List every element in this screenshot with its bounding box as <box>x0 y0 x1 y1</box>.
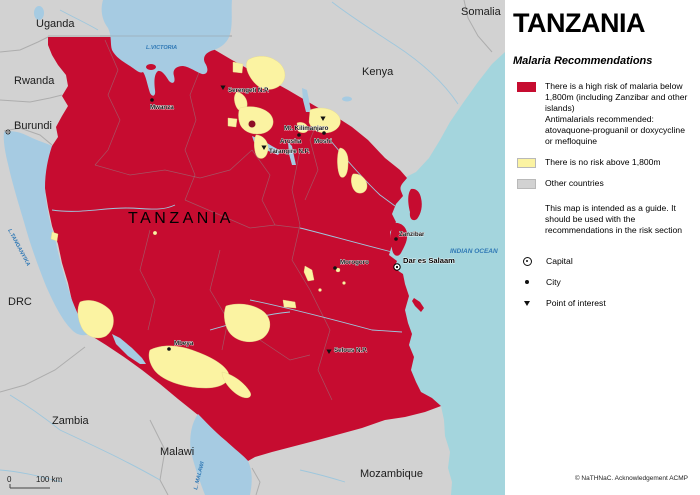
panel-subtitle: Malaria Recommendations <box>513 55 653 67</box>
no-risk-areas <box>50 56 368 399</box>
legend: There is a high risk of malaria below 1,… <box>513 81 690 236</box>
capital-icon <box>517 256 537 266</box>
city-key-label: City <box>546 277 561 287</box>
kilimanjaro-label: Mt. Kilimanjaro <box>284 125 329 132</box>
map-canvas: L.VICTORIA INDIAN OCEAN L.TANGANYIKA L. … <box>0 0 505 495</box>
lake-natron <box>302 88 311 112</box>
lake-victoria <box>101 0 232 96</box>
map-markers <box>5 85 401 354</box>
ngorongoro-crater <box>248 120 256 128</box>
dar-capital-icon <box>393 263 401 271</box>
somalia-label: Somalia <box>461 6 502 18</box>
capital-key-label: Capital <box>546 256 573 266</box>
arusha-city-dot <box>297 133 301 137</box>
scale-zero: 0 <box>7 475 12 484</box>
rwanda-label: Rwanda <box>14 75 55 87</box>
uganda-label: Uganda <box>36 18 75 30</box>
mozambique-label: Mozambique <box>360 468 423 480</box>
scale-bar: 0 100 km <box>7 475 63 489</box>
burundi-label: Burundi <box>14 120 52 132</box>
dar-es-salaam-label: Dar es Salaam <box>403 256 455 265</box>
no-risk-text: There is no risk above 1,800m <box>545 157 661 167</box>
tanzania-map: L.VICTORIA INDIAN OCEAN L.TANGANYIKA L. … <box>0 0 505 495</box>
capital-key-row: Capital <box>513 256 690 266</box>
ukerewe-island <box>146 64 156 70</box>
symbol-key: Capital City Point of interest <box>513 256 690 308</box>
morogoro-city-dot <box>333 266 337 270</box>
tanzania-label: TANZANIA <box>128 210 234 227</box>
no-risk-swatch <box>517 158 536 168</box>
city-key-row: City <box>513 277 690 287</box>
high-risk-swatch <box>517 82 536 92</box>
other-countries-text: Other countries <box>545 178 604 188</box>
point-of-interest-icon <box>517 300 537 306</box>
legend-item-no-risk: There is no risk above 1,800m <box>513 157 690 168</box>
lakes <box>3 0 352 495</box>
rivers <box>0 1 459 483</box>
tanzania-region <box>44 37 441 461</box>
zambia-label: Zambia <box>52 415 90 427</box>
pemba-island <box>408 188 422 221</box>
amboseli-lake <box>342 96 352 102</box>
indian-ocean-label: INDIAN OCEAN <box>450 248 498 255</box>
lake-manyara <box>288 142 296 165</box>
city-icon <box>517 280 537 284</box>
moshi-city-dot <box>322 131 326 135</box>
panel-title: TANZANIA <box>513 8 645 38</box>
serengeti-poi-icon <box>220 85 226 90</box>
malawi-label: Malawi <box>160 446 194 458</box>
lake-tanganyika <box>3 131 91 336</box>
high-risk-text: There is a high risk of malaria below 1,… <box>545 81 688 113</box>
serengeti-label: Serengeti N.P. <box>228 87 269 94</box>
selous-poi-icon <box>326 349 332 354</box>
zanzibar-label: Zanzibar <box>399 231 425 238</box>
copyright-footer: © NaTHNaC. Acknowledgement ACMP <box>574 475 688 482</box>
lake-victoria-label: L.VICTORIA <box>146 45 177 51</box>
legend-item-other: Other countries <box>513 178 690 189</box>
drc-label: DRC <box>8 296 32 308</box>
uganda-lake <box>34 6 44 20</box>
legend-item-high-risk: There is a high risk of malaria below 1,… <box>513 81 690 147</box>
kenya-label: Kenya <box>362 66 394 78</box>
mbeya-label: Mbeya <box>174 340 194 347</box>
legend-panel: TANZANIA Malaria Recommendations There i… <box>505 0 700 495</box>
selous-label: Selous N.P. <box>334 347 368 354</box>
lake-malawi <box>190 414 252 495</box>
mwanza-city-dot <box>150 98 154 102</box>
moshi-label: Moshi <box>314 138 332 145</box>
high-risk-drugs: Antimalarials recommended: atovaquone-pr… <box>545 114 685 146</box>
bujumbura-capital-icon <box>5 129 11 135</box>
tarangire-label: Tarangire N.P. <box>269 148 310 155</box>
mafia-island <box>412 298 424 312</box>
islands <box>390 188 424 312</box>
poi-key-label: Point of interest <box>546 298 606 308</box>
kilimanjaro-poi-icon <box>320 116 326 121</box>
scale-distance: 100 km <box>36 475 63 484</box>
country-borders <box>0 0 493 495</box>
other-countries-swatch <box>517 179 536 189</box>
mbeya-city-dot <box>167 347 171 351</box>
morogoro-label: Morogoro <box>340 259 369 266</box>
tarangire-poi-icon <box>261 145 267 150</box>
mwanza-label: Mwanza <box>150 104 174 111</box>
zanzibar-city-dot <box>394 237 398 241</box>
guide-note: This map is intended as a guide. It shou… <box>545 203 683 235</box>
lake-rukwa <box>112 334 146 364</box>
arusha-label: Arusha <box>280 138 302 145</box>
zanzibar-island <box>390 222 408 256</box>
poi-key-row: Point of interest <box>513 298 690 308</box>
